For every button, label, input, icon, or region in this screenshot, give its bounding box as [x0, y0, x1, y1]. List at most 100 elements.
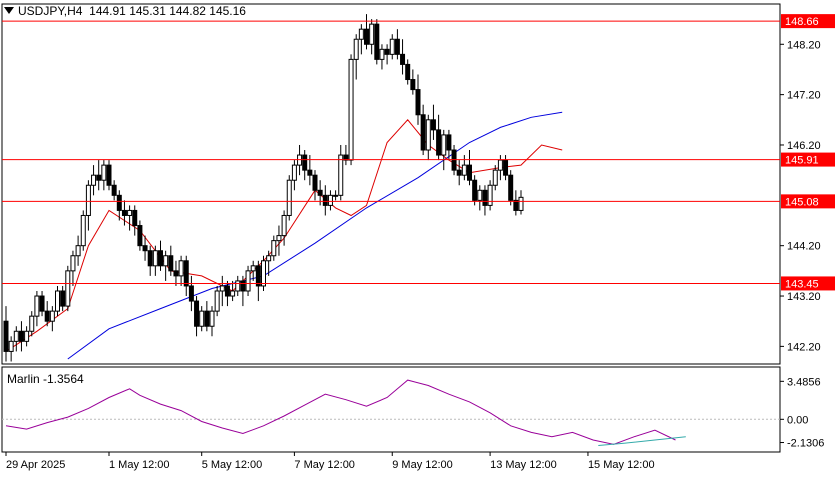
candle-body	[168, 255, 174, 272]
candle	[307, 155, 313, 186]
candle-body	[307, 169, 313, 176]
candle-body	[70, 255, 76, 272]
candle	[224, 280, 230, 307]
candle-body	[291, 164, 297, 181]
candle-body	[245, 270, 251, 292]
candle-body	[116, 194, 122, 211]
candle-body	[163, 255, 169, 267]
candle-body	[317, 189, 323, 196]
x-tick-label: 29 Apr 2025	[6, 459, 65, 471]
candle	[513, 190, 519, 216]
y-tick-label: 144.20	[787, 241, 821, 253]
candle	[91, 165, 97, 196]
candle-body	[209, 310, 215, 327]
candle	[343, 144, 349, 166]
candle	[29, 311, 35, 337]
candle-body	[224, 285, 230, 297]
candle-body	[29, 315, 35, 332]
x-tick-label: 1 May 12:00	[109, 459, 170, 471]
candle	[8, 336, 14, 362]
candle	[24, 326, 30, 347]
candle-body	[55, 290, 60, 312]
candle-body	[85, 184, 91, 216]
candle-body	[75, 245, 81, 257]
candle	[85, 180, 91, 231]
candle-body	[271, 240, 277, 257]
candle-body	[333, 194, 339, 197]
candle-body	[446, 134, 452, 151]
candle	[477, 185, 483, 211]
candle	[333, 190, 339, 201]
level-tag	[781, 14, 835, 29]
candle	[235, 275, 241, 297]
candle-body	[13, 330, 19, 342]
level-tag	[781, 152, 835, 167]
candle-body	[482, 189, 488, 206]
candle-body	[461, 164, 467, 176]
x-tick-label: 13 May 12:00	[490, 459, 557, 471]
candle-body	[492, 169, 498, 186]
candle-body	[394, 38, 400, 55]
candle	[379, 44, 385, 70]
candle	[49, 306, 55, 332]
candle-body	[158, 250, 163, 267]
candle-body	[214, 290, 220, 312]
x-tick-label: 5 May 12:00	[202, 459, 263, 471]
candle-body	[183, 260, 189, 287]
x-tick-label: 9 May 12:00	[392, 459, 453, 471]
candle	[364, 14, 369, 50]
candle-body	[178, 260, 184, 277]
candle	[116, 190, 122, 221]
candle-body	[24, 330, 30, 342]
candle-body	[518, 196, 524, 211]
candle	[405, 59, 411, 85]
candle-body	[266, 255, 272, 262]
candle-body	[420, 114, 426, 151]
candle-body	[276, 235, 282, 242]
candle	[18, 321, 24, 352]
candle	[106, 160, 112, 191]
candle-body	[173, 270, 179, 277]
candle	[121, 200, 127, 226]
candle-body	[343, 154, 349, 161]
level-label: 145.08	[785, 196, 819, 208]
candle	[358, 24, 364, 55]
candle-body	[477, 189, 483, 201]
candle	[137, 220, 143, 251]
candle	[39, 290, 45, 317]
candle	[467, 150, 472, 186]
candle-body	[451, 149, 457, 171]
y-tick-label: 146.20	[787, 140, 821, 152]
oscillator-tick-label: 0.00	[787, 414, 808, 426]
candle	[441, 129, 447, 171]
level-label: 148.66	[785, 16, 819, 28]
candle-body	[219, 285, 225, 292]
candle-body	[111, 184, 117, 196]
candle	[173, 260, 179, 286]
candle-body	[353, 38, 359, 60]
candle-body	[235, 280, 241, 292]
candle-body	[34, 295, 40, 317]
candle	[420, 104, 426, 156]
x-tick-label: 15 May 12:00	[588, 459, 655, 471]
candle	[3, 306, 9, 362]
candle	[312, 170, 318, 201]
candle	[508, 170, 514, 206]
candle-body	[503, 159, 509, 176]
candle	[245, 265, 251, 297]
moving-average-slow-line	[67, 111, 563, 360]
candle-body	[348, 58, 354, 161]
candle-body	[230, 290, 236, 297]
candle-body	[132, 209, 138, 227]
candle	[492, 165, 498, 191]
collapse-triangle-icon[interactable]	[4, 7, 14, 14]
candle-body	[255, 265, 261, 287]
candle-body	[508, 174, 514, 201]
candle	[80, 210, 86, 251]
candle-body	[194, 300, 200, 327]
candle-body	[467, 164, 472, 181]
chart-header: USDJPY,H4 144.91 145.31 144.82 145.16	[4, 4, 246, 18]
candle	[214, 285, 220, 317]
candle	[250, 260, 256, 281]
